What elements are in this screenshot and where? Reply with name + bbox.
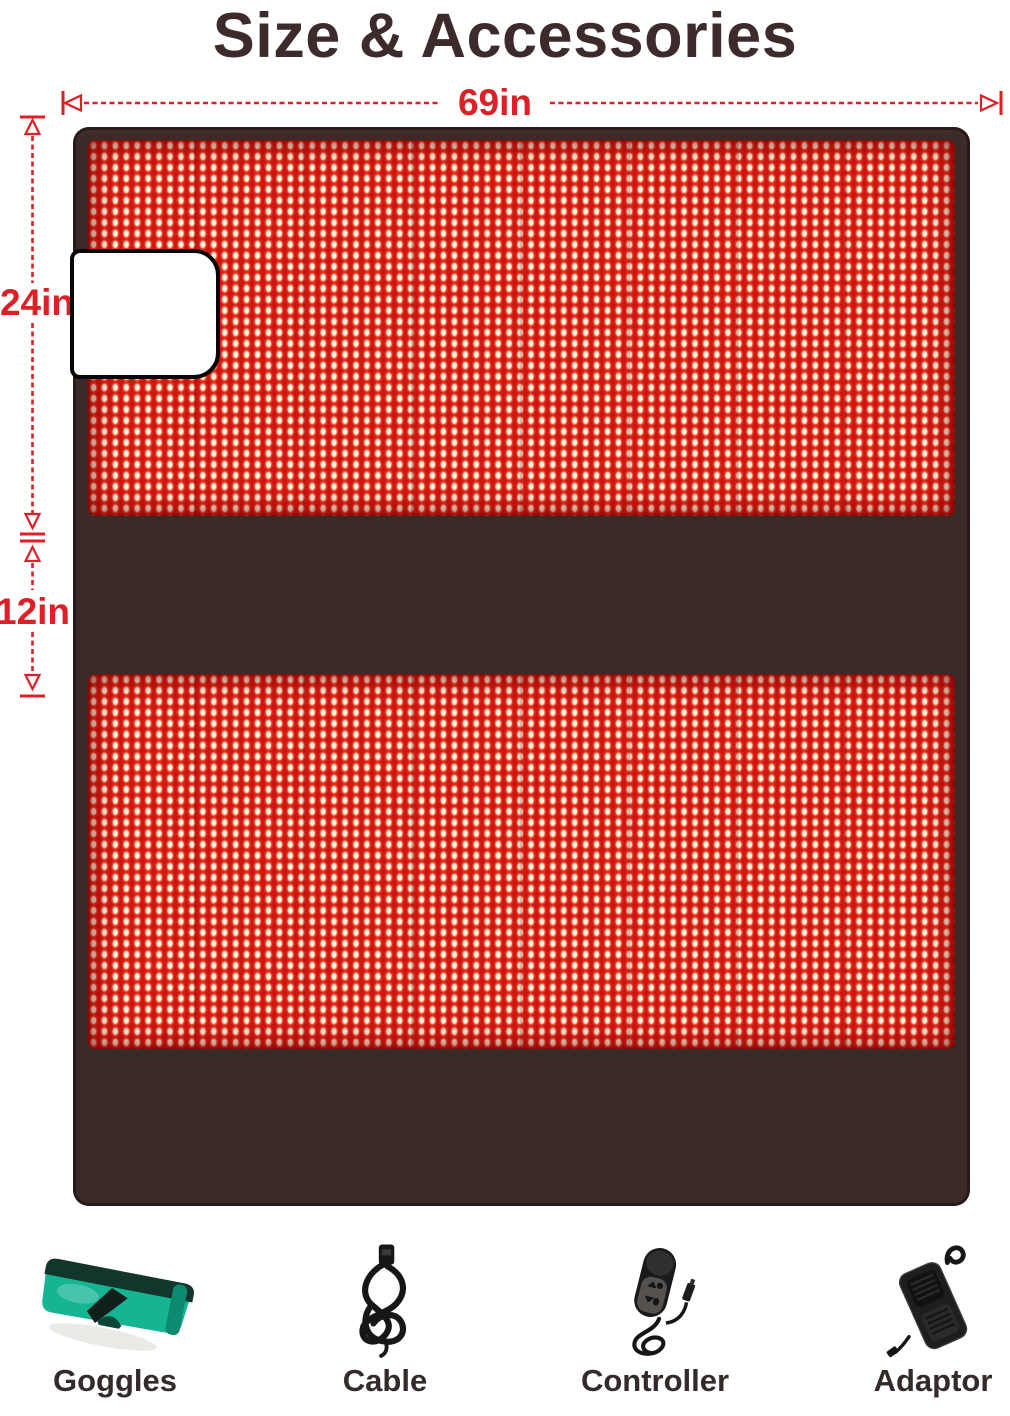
width-dimension-line — [61, 91, 1003, 115]
accessory-label: Goggles — [52, 1363, 177, 1398]
cable-icon — [330, 1242, 440, 1360]
therapy-mat — [70, 127, 970, 1206]
width-dimension-label: 69in — [440, 84, 550, 121]
controller-icon — [575, 1242, 735, 1360]
accessory-goggles: Goggles — [10, 1242, 220, 1398]
accessory-label: Cable — [342, 1363, 428, 1398]
lower-height-dimension-label: 12in — [0, 593, 70, 630]
accessory-controller: Controller — [550, 1242, 760, 1398]
goggles-icon — [25, 1242, 205, 1360]
led-panel-bottom — [88, 674, 955, 1049]
accessory-label: Adaptor — [873, 1363, 993, 1398]
height-dimension-line — [20, 115, 45, 698]
accessory-cable: Cable — [280, 1242, 490, 1398]
upper-height-dimension-label: 24in — [0, 282, 76, 323]
controller-port-notch — [70, 249, 220, 379]
page-title: Size & Accessories — [212, 1, 798, 71]
accessory-adaptor: Adaptor — [828, 1242, 1010, 1398]
led-panel-top — [88, 140, 955, 516]
adaptor-icon — [858, 1242, 1008, 1360]
accessory-label: Controller — [580, 1363, 730, 1398]
